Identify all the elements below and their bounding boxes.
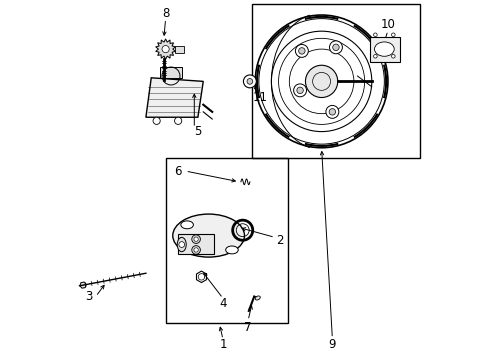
Circle shape [373, 54, 376, 58]
Circle shape [198, 274, 204, 280]
Circle shape [293, 84, 306, 97]
Circle shape [179, 242, 184, 247]
Text: 8: 8 [162, 7, 169, 20]
Bar [251, 4, 419, 158]
Circle shape [194, 237, 198, 241]
Circle shape [246, 78, 252, 84]
Circle shape [191, 246, 200, 254]
Ellipse shape [374, 42, 393, 56]
Text: 6: 6 [174, 165, 182, 177]
Text: 3: 3 [84, 290, 92, 303]
Text: 9: 9 [328, 338, 335, 351]
Bar [165, 158, 287, 323]
Bar [369, 37, 400, 62]
Circle shape [162, 45, 169, 53]
Circle shape [305, 65, 337, 98]
Circle shape [325, 105, 338, 118]
Text: 1: 1 [219, 338, 226, 351]
Text: 2: 2 [276, 234, 284, 247]
Ellipse shape [225, 246, 238, 254]
Ellipse shape [181, 221, 193, 229]
Circle shape [174, 117, 182, 125]
Circle shape [153, 117, 160, 125]
Text: 11: 11 [253, 91, 267, 104]
Circle shape [295, 44, 308, 57]
Text: 5: 5 [194, 125, 201, 138]
Ellipse shape [177, 237, 186, 252]
Circle shape [391, 33, 394, 37]
Ellipse shape [172, 214, 244, 257]
Circle shape [191, 235, 200, 243]
Bar [178, 234, 214, 253]
Circle shape [373, 33, 376, 37]
Circle shape [332, 44, 339, 50]
Circle shape [194, 248, 198, 252]
Bar [160, 67, 182, 78]
Polygon shape [156, 39, 175, 59]
Text: 4: 4 [219, 297, 226, 310]
Circle shape [329, 41, 342, 54]
Polygon shape [145, 78, 203, 117]
Bar [175, 45, 183, 53]
Circle shape [296, 87, 303, 94]
Text: 10: 10 [380, 18, 395, 31]
Polygon shape [80, 282, 86, 288]
Circle shape [243, 75, 256, 88]
Ellipse shape [255, 296, 260, 300]
Circle shape [391, 54, 394, 58]
Text: 7: 7 [244, 320, 251, 333]
Circle shape [328, 109, 335, 115]
Circle shape [298, 48, 305, 54]
